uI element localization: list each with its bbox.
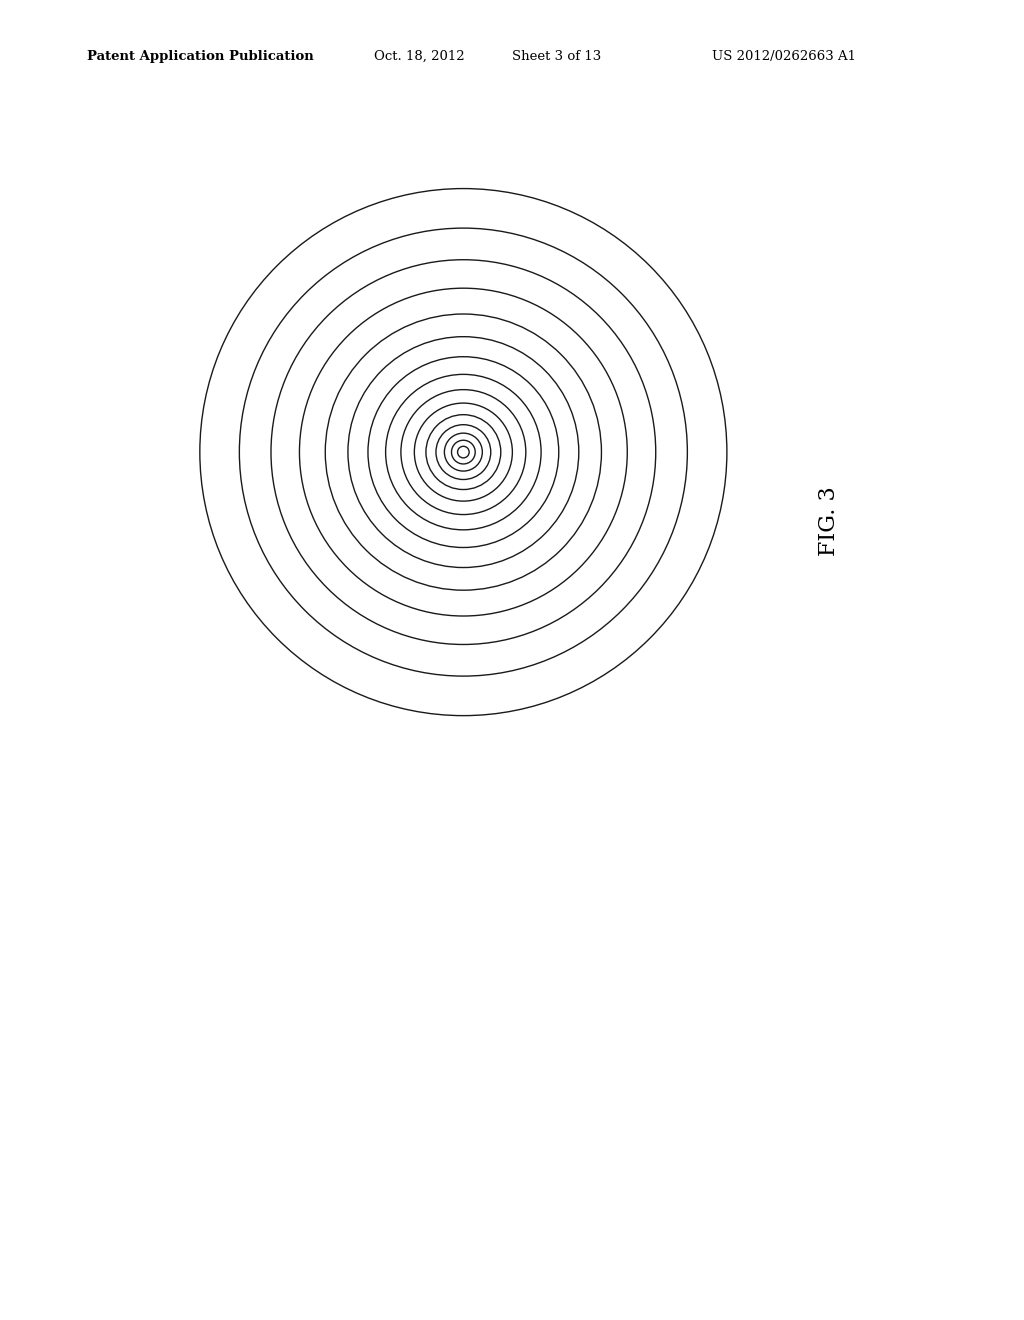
Text: Patent Application Publication: Patent Application Publication xyxy=(87,50,313,63)
Text: FIG. 3: FIG. 3 xyxy=(818,487,841,556)
Text: Oct. 18, 2012: Oct. 18, 2012 xyxy=(374,50,465,63)
Text: US 2012/0262663 A1: US 2012/0262663 A1 xyxy=(712,50,856,63)
Text: Sheet 3 of 13: Sheet 3 of 13 xyxy=(512,50,601,63)
